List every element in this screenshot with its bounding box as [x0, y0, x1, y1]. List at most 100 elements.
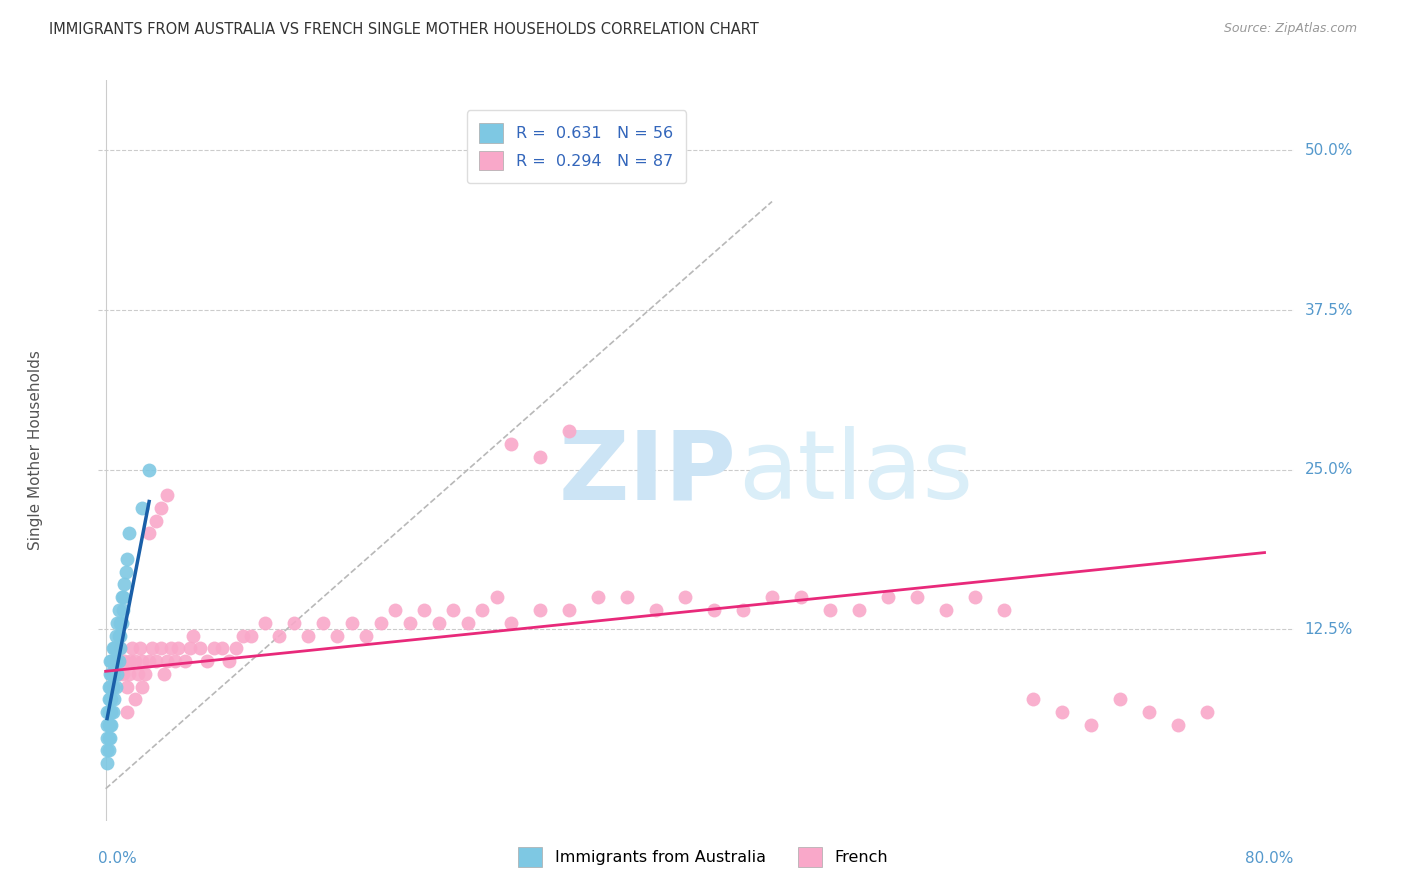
Point [471, 603, 494, 617]
Point [108, 641, 131, 656]
Point [117, 705, 139, 719]
Point [297, 629, 319, 643]
Point [108, 615, 131, 630]
Point [107, 603, 129, 617]
Point [905, 591, 928, 605]
Point [340, 615, 363, 630]
Point [101, 654, 124, 668]
Point [188, 641, 211, 656]
Point [370, 615, 392, 630]
Point [501, 437, 523, 451]
Point [181, 629, 204, 643]
Text: ZIP: ZIP [558, 426, 737, 519]
Point [103, 666, 125, 681]
Point [138, 526, 160, 541]
Point [202, 641, 225, 656]
Point [96, 718, 118, 732]
Text: 12.5%: 12.5% [1305, 622, 1353, 637]
Point [399, 615, 422, 630]
Point [155, 488, 177, 502]
Point [114, 577, 136, 591]
Point [104, 654, 127, 668]
Point [1050, 705, 1073, 719]
Point [98, 654, 121, 668]
Point [117, 552, 139, 566]
Point [165, 654, 187, 668]
Point [98, 680, 121, 694]
Point [586, 591, 609, 605]
Point [96, 756, 118, 771]
Point [112, 603, 135, 617]
Point [98, 718, 121, 732]
Point [485, 591, 508, 605]
Point [101, 680, 124, 694]
Point [1137, 705, 1160, 719]
Point [457, 615, 479, 630]
Point [558, 425, 581, 439]
Point [101, 705, 124, 719]
Point [848, 603, 870, 617]
Point [145, 514, 167, 528]
Text: IMMIGRANTS FROM AUSTRALIA VS FRENCH SINGLE MOTHER HOUSEHOLDS CORRELATION CHART: IMMIGRANTS FROM AUSTRALIA VS FRENCH SING… [49, 22, 759, 37]
Point [225, 641, 247, 656]
Point [179, 641, 201, 656]
Point [427, 615, 450, 630]
Point [104, 629, 127, 643]
Legend: Immigrants from Australia, French: Immigrants from Australia, French [512, 841, 894, 873]
Point [124, 654, 146, 668]
Point [105, 615, 128, 630]
Point [110, 591, 132, 605]
Point [174, 654, 197, 668]
Point [501, 615, 523, 630]
Point [104, 654, 127, 668]
Point [818, 603, 841, 617]
Point [97, 680, 120, 694]
Point [269, 629, 291, 643]
Point [110, 615, 132, 630]
Point [103, 654, 125, 668]
Point [124, 692, 146, 706]
Point [100, 654, 122, 668]
Point [356, 629, 378, 643]
Point [118, 526, 141, 541]
Point [211, 641, 233, 656]
Point [935, 603, 957, 617]
Point [97, 743, 120, 757]
Point [129, 641, 152, 656]
Point [120, 654, 142, 668]
Point [112, 666, 135, 681]
Point [138, 462, 160, 476]
Point [114, 654, 136, 668]
Point [105, 641, 128, 656]
Point [1022, 692, 1045, 706]
Point [195, 654, 218, 668]
Text: 80.0%: 80.0% [1246, 851, 1294, 866]
Point [529, 450, 551, 464]
Point [98, 666, 121, 681]
Legend: R =  0.631   N = 56, R =  0.294   N = 87: R = 0.631 N = 56, R = 0.294 N = 87 [467, 111, 686, 183]
Point [97, 705, 120, 719]
Point [118, 666, 141, 681]
Point [100, 666, 122, 681]
Point [283, 615, 305, 630]
Point [96, 743, 118, 757]
Text: 37.5%: 37.5% [1305, 302, 1353, 318]
Point [107, 654, 129, 668]
Point [98, 731, 121, 745]
Point [103, 641, 125, 656]
Text: 50.0%: 50.0% [1305, 143, 1353, 158]
Point [97, 692, 120, 706]
Point [673, 591, 696, 605]
Point [96, 731, 118, 745]
Point [790, 591, 813, 605]
Point [138, 654, 160, 668]
Point [232, 629, 254, 643]
Text: atlas: atlas [738, 426, 973, 519]
Point [529, 603, 551, 617]
Point [1108, 692, 1130, 706]
Point [145, 654, 167, 668]
Point [1167, 718, 1189, 732]
Point [167, 641, 190, 656]
Point [441, 603, 464, 617]
Point [105, 666, 128, 681]
